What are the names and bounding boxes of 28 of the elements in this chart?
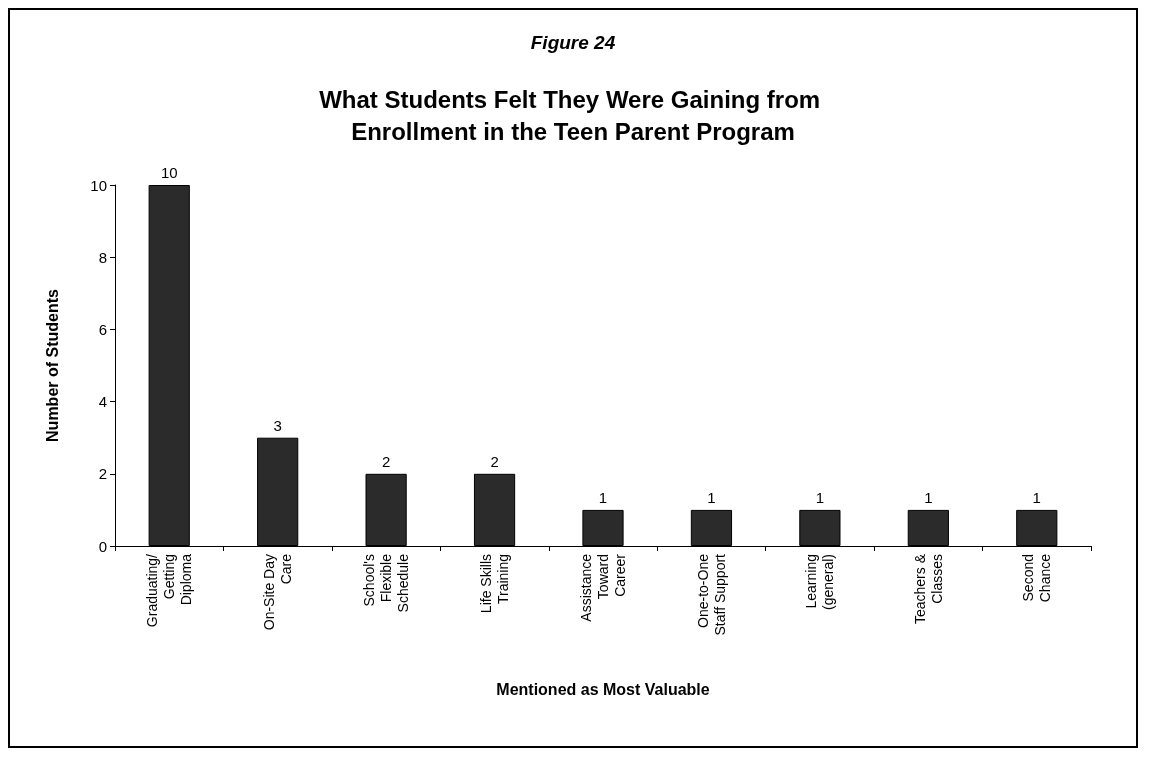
data-label: 1 xyxy=(598,488,608,506)
y-axis-title: Number of Students xyxy=(43,288,61,442)
y-tick-label: 2 xyxy=(98,465,107,483)
x-tick-label: On-Site Day Care xyxy=(261,553,295,631)
chart-subtitle: What Students Felt They Were Gaining from Enrollment in the Teen Parent Program xyxy=(319,85,827,145)
x-axis-title: Mentioned as Most Valuable xyxy=(496,680,710,698)
data-label: 1 xyxy=(1032,488,1041,506)
y-tick-label: 10 xyxy=(90,176,107,194)
x-tick-label: School's Flexible Schedule xyxy=(361,553,412,613)
x-tick-label: One-to-One Staff Support xyxy=(694,553,728,636)
data-label: 3 xyxy=(273,416,282,434)
y-tick-label: 0 xyxy=(98,537,107,555)
x-tick-label: Second Chance xyxy=(1020,553,1054,603)
y-tick-label: 4 xyxy=(98,393,107,411)
data-label: 1 xyxy=(707,488,716,506)
x-tick-label: Life Skills Training xyxy=(478,554,512,614)
y-tick-label: 6 xyxy=(98,320,107,338)
x-tick-label: Learning (general) xyxy=(803,554,837,611)
data-label: 2 xyxy=(490,452,499,470)
x-tick-label: Teachers & Classes xyxy=(911,553,945,625)
data-label: 10 xyxy=(160,164,178,181)
data-label: 1 xyxy=(924,488,933,506)
data-label: 1 xyxy=(815,488,825,506)
chart-title: Figure 24 xyxy=(530,32,616,53)
y-tick-label: 8 xyxy=(98,248,107,266)
data-label: 2 xyxy=(381,452,391,470)
x-tick-label: Graduating/ Getting Diploma xyxy=(144,553,195,628)
x-tick-label: Assistance Toward Career xyxy=(578,553,628,622)
